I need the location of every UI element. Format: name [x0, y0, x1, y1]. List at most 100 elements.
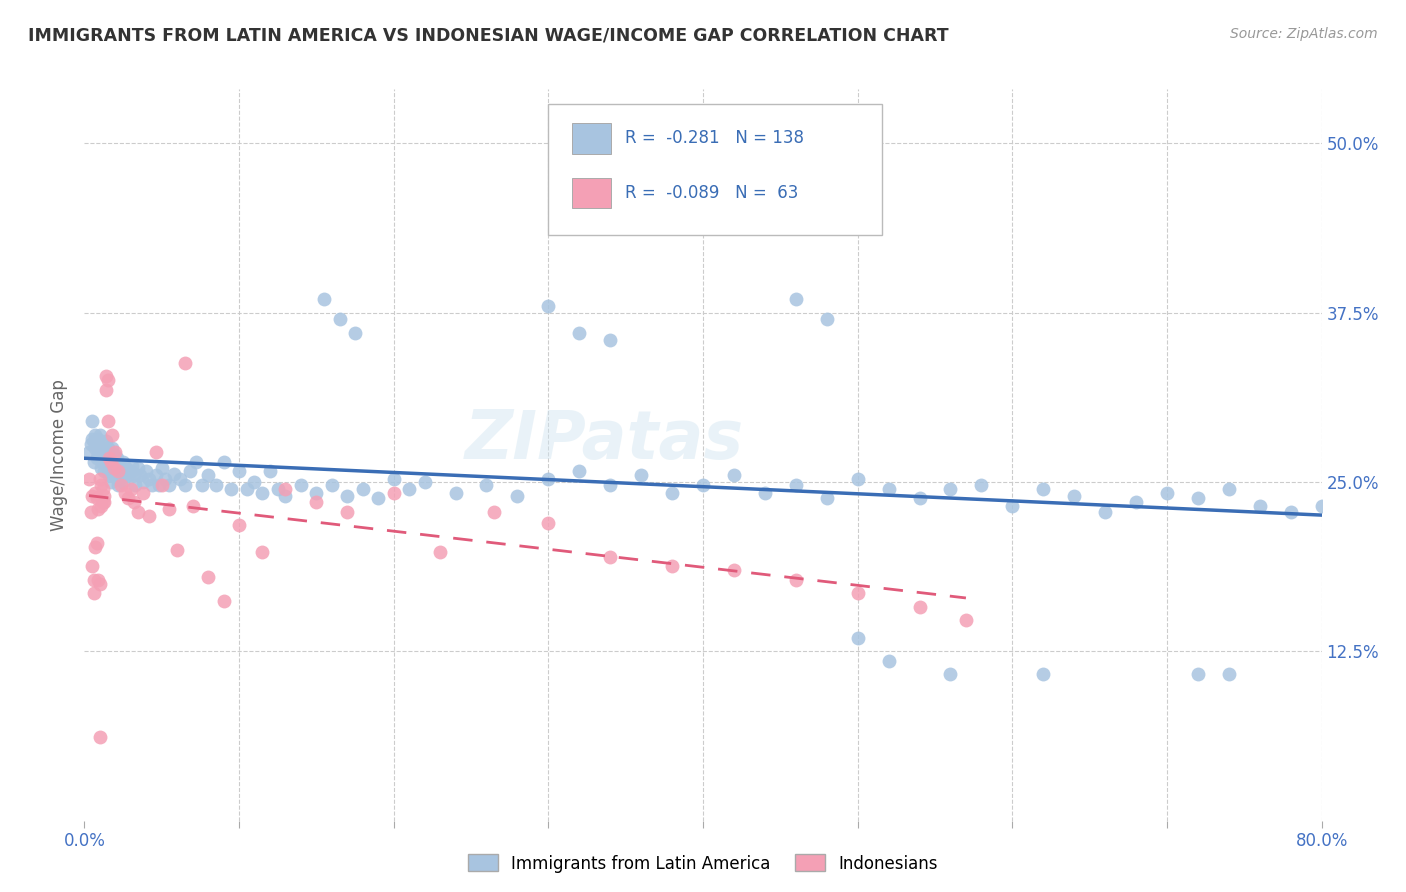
Point [94, 434, 117, 449]
Point [179, 464, 201, 478]
Point [568, 326, 591, 340]
Point [1125, 495, 1147, 509]
Point [243, 475, 266, 489]
Point [112, 455, 135, 469]
Point [1156, 486, 1178, 500]
Point [89, 472, 111, 486]
Point [429, 545, 451, 559]
Point [205, 477, 228, 491]
Point [94, 450, 117, 465]
Point [77, 445, 100, 459]
Point [145, 468, 167, 483]
Point [163, 467, 186, 481]
Point [661, 559, 683, 574]
Point [877, 654, 900, 668]
Point [955, 613, 977, 627]
Point [413, 475, 436, 489]
Point [83, 573, 105, 587]
Point [90, 500, 112, 514]
Text: IMMIGRANTS FROM LATIN AMERICA VS INDONESIAN WAGE/INCOME GAP CORRELATION CHART: IMMIGRANTS FROM LATIN AMERICA VS INDONES… [28, 27, 949, 45]
Point [89, 730, 111, 744]
Point [150, 477, 173, 491]
Point [444, 486, 467, 500]
Point [367, 491, 389, 506]
Point [98, 468, 121, 483]
Point [93, 445, 115, 459]
Point [267, 482, 290, 496]
Point [98, 448, 121, 462]
Point [112, 475, 135, 489]
Point [939, 667, 962, 681]
Point [537, 299, 560, 313]
Point [212, 455, 235, 469]
Point [228, 518, 250, 533]
Point [692, 477, 714, 491]
Point [328, 312, 352, 326]
Point [1032, 667, 1054, 681]
Point [108, 458, 131, 473]
Point [1187, 491, 1209, 506]
Point [79, 437, 101, 451]
Point [107, 464, 129, 478]
Point [141, 477, 163, 491]
Point [877, 482, 900, 496]
Point [114, 486, 136, 500]
Point [150, 461, 173, 475]
Point [108, 472, 131, 486]
Point [90, 441, 112, 455]
Point [87, 573, 110, 587]
Point [846, 631, 869, 645]
Point [537, 516, 560, 530]
Point [135, 464, 157, 478]
Point [846, 472, 869, 486]
Point [117, 491, 139, 506]
Point [87, 448, 110, 462]
Point [79, 505, 101, 519]
Point [228, 464, 250, 478]
Point [82, 414, 104, 428]
Point [90, 477, 112, 491]
Point [91, 437, 114, 451]
Point [352, 482, 374, 496]
Point [661, 486, 683, 500]
Point [1063, 489, 1085, 503]
Legend: Immigrants from Latin America, Indonesians: Immigrants from Latin America, Indonesia… [461, 847, 945, 880]
Point [250, 545, 273, 559]
Point [908, 599, 931, 614]
Point [1388, 508, 1406, 523]
Point [169, 472, 191, 486]
Point [1001, 500, 1024, 514]
Point [127, 461, 149, 475]
Point [321, 477, 343, 491]
Point [259, 464, 281, 478]
Point [274, 482, 297, 496]
Point [101, 427, 124, 442]
Point [132, 486, 155, 500]
Point [184, 455, 207, 469]
Point [475, 477, 498, 491]
Point [86, 536, 108, 550]
Point [83, 586, 105, 600]
Point [159, 477, 180, 491]
Point [101, 441, 124, 455]
Point [815, 312, 838, 326]
Point [1372, 502, 1395, 516]
Point [174, 477, 197, 491]
Point [98, 450, 121, 465]
Point [1341, 495, 1364, 509]
Point [568, 464, 591, 478]
FancyBboxPatch shape [572, 123, 612, 153]
Point [93, 495, 115, 509]
Point [174, 356, 197, 370]
Point [785, 292, 807, 306]
Point [1218, 482, 1240, 496]
Point [115, 461, 138, 475]
Point [153, 472, 176, 486]
Point [599, 477, 621, 491]
Point [100, 455, 122, 469]
Point [1094, 505, 1116, 519]
FancyBboxPatch shape [548, 103, 883, 235]
Point [120, 464, 142, 478]
Text: Source: ZipAtlas.com: Source: ZipAtlas.com [1230, 27, 1378, 41]
Point [1326, 489, 1348, 503]
